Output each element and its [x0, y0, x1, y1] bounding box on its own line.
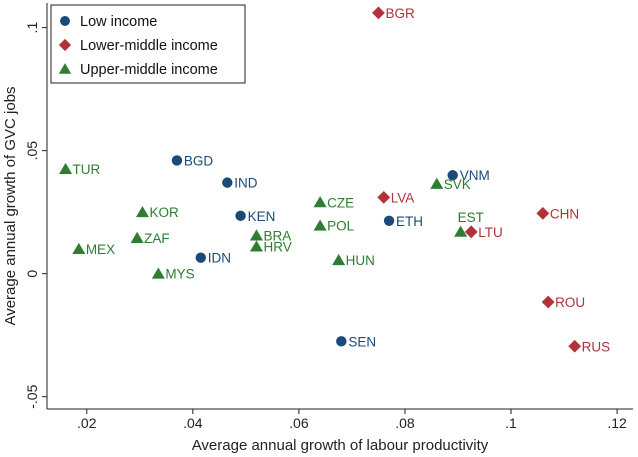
point-ken: [235, 210, 246, 222]
axes: .02 .04 .06 .08 .1 .12 -.05 0 .05 .1: [24, 3, 633, 431]
point-sen: [336, 336, 347, 347]
point-label-rou: ROU: [555, 295, 585, 310]
point-label-lva: LVA: [391, 190, 415, 205]
point-label-chn: CHN: [550, 206, 579, 221]
point-hun: [332, 253, 346, 266]
legend-entry-1: Low income: [80, 14, 157, 30]
x-tick-label: .02: [77, 415, 97, 431]
y-tick-label: .05: [24, 141, 40, 161]
point-label-svk: SVK: [444, 177, 471, 192]
point-label-pol: POL: [327, 219, 355, 234]
point-label-mys: MYS: [165, 267, 194, 282]
legend-box: [50, 4, 246, 84]
y-axis-title: Average annual growth of GVC jobs: [2, 86, 19, 325]
point-chn: [536, 206, 550, 220]
point-kor: [135, 205, 149, 218]
point-eth: [383, 215, 395, 226]
x-tick-label: .08: [395, 415, 415, 431]
x-tick-label: .1: [505, 415, 517, 431]
point-label-kor: KOR: [149, 205, 179, 220]
x-tick-label: .06: [289, 415, 309, 431]
point-label-hrv: HRV: [263, 240, 291, 255]
point-rus: [568, 339, 582, 353]
point-label-eth: ETH: [396, 214, 423, 229]
point-label-bgd: BGD: [184, 153, 214, 168]
point-vnm: [447, 170, 458, 181]
point-hrv: [249, 240, 263, 252]
plot-area: BGD IND KEN IDN SEN ETH VNM BGR LVA LTU CHN ROU RUS T…: [59, 6, 610, 354]
legend-entry-3: Upper-middle income: [80, 62, 218, 78]
point-label-zaf: ZAF: [144, 231, 170, 246]
point-mys: [151, 267, 165, 279]
point-label-bgr: BGR: [385, 6, 415, 21]
y-tick-label: -.05: [24, 384, 40, 408]
point-mex: [72, 242, 86, 255]
x-tick-label: .04: [183, 415, 203, 431]
legend-marker-1: [60, 16, 70, 26]
point-label-ken: KEN: [248, 209, 276, 224]
point-label-hun: HUN: [346, 253, 375, 268]
y-tick-label: .1: [24, 22, 40, 34]
point-ltu: [464, 225, 478, 239]
point-label-vnm: VNM: [460, 168, 490, 183]
point-label-tur: TUR: [73, 162, 101, 177]
legend-entry-2: Lower-middle income: [80, 38, 218, 54]
point-cze: [313, 196, 327, 208]
legend-marker-2: [58, 38, 72, 52]
point-label-ind: IND: [234, 176, 257, 191]
y-tick-label: 0: [24, 270, 40, 278]
point-label-cze: CZE: [327, 195, 354, 210]
legend: Low income Lower-middle income Upper-middl…: [50, 4, 246, 84]
point-svk: [430, 177, 444, 189]
legend-marker-3: [58, 63, 72, 74]
point-bgr: [372, 6, 385, 20]
point-pol: [313, 219, 327, 231]
point-ind: [222, 177, 233, 188]
point-zaf: [130, 231, 144, 243]
point-label-mex: MEX: [86, 242, 115, 257]
point-label-rus: RUS: [582, 339, 611, 354]
point-label-idn: IDN: [208, 251, 231, 266]
point-idn: [195, 252, 206, 263]
point-est: [454, 225, 468, 237]
point-label-sen: SEN: [348, 334, 376, 349]
point-label-bra: BRA: [263, 229, 291, 244]
point-bgd: [171, 155, 183, 166]
x-axis-title: Average annual growth of labour producti…: [192, 437, 489, 454]
point-bra: [249, 229, 263, 241]
point-lva: [377, 190, 391, 204]
point-rou: [541, 295, 555, 309]
point-label-ltu: LTU: [478, 225, 503, 240]
point-label-est: EST: [458, 210, 484, 225]
x-tick-label: .12: [607, 415, 627, 431]
point-tur: [59, 162, 73, 175]
